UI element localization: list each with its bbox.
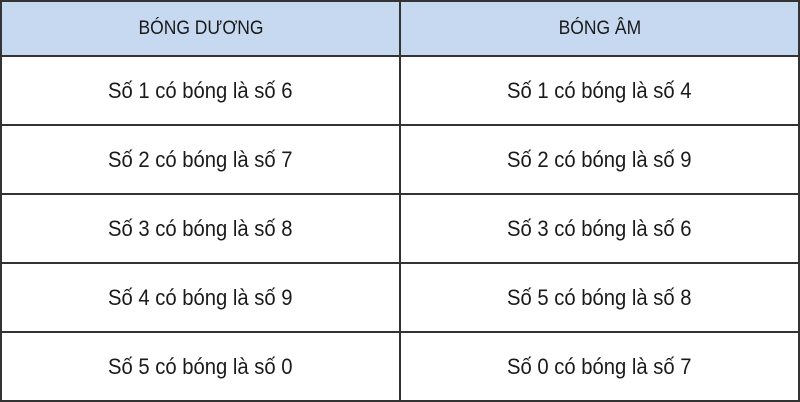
header-positive-shadow: BÓNG DƯƠNG [0, 0, 401, 57]
table-row: Số 4 có bóng là số 9 Số 5 có bóng là số 8 [0, 262, 800, 333]
cell-negative-shadow: Số 3 có bóng là số 6 [399, 193, 800, 264]
table-row: Số 1 có bóng là số 6 Số 1 có bóng là số 4 [0, 55, 800, 126]
cell-negative-shadow: Số 0 có bóng là số 7 [399, 331, 800, 402]
header-row: BÓNG DƯƠNG BÓNG ÂM [0, 0, 800, 57]
cell-negative-shadow: Số 2 có bóng là số 9 [399, 124, 800, 195]
table-row: Số 5 có bóng là số 0 Số 0 có bóng là số 7 [0, 331, 800, 402]
cell-positive-shadow: Số 3 có bóng là số 8 [0, 193, 401, 264]
cell-positive-shadow: Số 4 có bóng là số 9 [0, 262, 401, 333]
table-row: Số 3 có bóng là số 8 Số 3 có bóng là số 6 [0, 193, 800, 264]
cell-positive-shadow: Số 2 có bóng là số 7 [0, 124, 401, 195]
cell-positive-shadow: Số 5 có bóng là số 0 [0, 331, 401, 402]
cell-negative-shadow: Số 5 có bóng là số 8 [399, 262, 800, 333]
cell-negative-shadow: Số 1 có bóng là số 4 [399, 55, 800, 126]
header-negative-shadow: BÓNG ÂM [399, 0, 800, 57]
table-row: Số 2 có bóng là số 7 Số 2 có bóng là số 9 [0, 124, 800, 195]
cell-positive-shadow: Số 1 có bóng là số 6 [0, 55, 401, 126]
